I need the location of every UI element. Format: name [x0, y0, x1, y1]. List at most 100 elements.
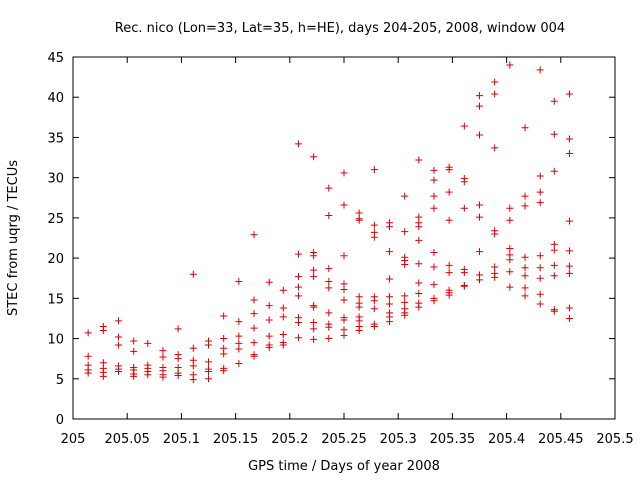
data-point — [522, 202, 529, 209]
data-point — [430, 205, 437, 212]
x-tick-label: 205.25 — [321, 432, 367, 447]
data-point — [266, 279, 273, 286]
data-point — [266, 317, 273, 324]
data-point — [566, 150, 573, 157]
data-point — [522, 272, 529, 279]
data-point — [551, 131, 558, 138]
data-point — [506, 268, 513, 275]
data-point — [430, 263, 437, 270]
data-point — [341, 286, 348, 293]
data-point — [251, 310, 258, 317]
data-point — [386, 293, 393, 300]
data-point — [115, 341, 122, 348]
data-point — [537, 264, 544, 271]
data-point — [476, 248, 483, 255]
x-tick-label: 205.2 — [271, 432, 308, 447]
data-point — [280, 287, 287, 294]
data-point — [295, 284, 302, 291]
data-point — [251, 339, 258, 346]
data-point — [537, 291, 544, 298]
data-point — [386, 300, 393, 307]
data-point — [310, 153, 317, 160]
data-point — [537, 275, 544, 282]
data-point — [190, 345, 197, 352]
y-tick-label: 10 — [47, 333, 64, 348]
data-point — [566, 136, 573, 143]
data-point — [310, 252, 317, 259]
data-point — [522, 254, 529, 261]
data-point — [325, 278, 332, 285]
data-point — [100, 373, 107, 380]
y-tick-label: 35 — [47, 131, 64, 146]
data-point — [235, 318, 242, 325]
data-point — [130, 348, 137, 355]
data-point — [461, 123, 468, 130]
data-point — [461, 205, 468, 212]
data-point — [310, 325, 317, 332]
data-point — [537, 66, 544, 73]
data-point — [491, 230, 498, 237]
y-axis-label: STEC from uqrg / TECUs — [6, 160, 21, 316]
data-point — [566, 247, 573, 254]
data-point — [491, 91, 498, 98]
data-point — [205, 358, 212, 365]
data-point — [115, 333, 122, 340]
data-point — [280, 331, 287, 338]
data-point — [190, 376, 197, 383]
data-point — [537, 252, 544, 259]
data-point — [220, 313, 227, 320]
data-point — [144, 371, 151, 378]
data-point — [310, 336, 317, 343]
data-point — [415, 223, 422, 230]
data-point — [566, 91, 573, 98]
data-point — [430, 177, 437, 184]
x-tick-label: 205.1 — [163, 432, 200, 447]
data-point — [325, 265, 332, 272]
data-point — [341, 332, 348, 339]
data-point — [325, 185, 332, 192]
data-point — [566, 304, 573, 311]
data-point — [551, 272, 558, 279]
data-point — [310, 273, 317, 280]
data-point — [506, 62, 513, 69]
data-point — [295, 251, 302, 258]
data-point — [205, 341, 212, 348]
data-point — [341, 296, 348, 303]
y-tick-label: 45 — [47, 51, 64, 66]
data-points — [85, 62, 573, 384]
x-tick-label: 205.5 — [596, 432, 633, 447]
data-point — [461, 178, 468, 185]
data-point — [415, 156, 422, 163]
data-point — [386, 276, 393, 283]
data-point — [430, 193, 437, 200]
data-point — [371, 305, 378, 312]
data-point — [537, 189, 544, 196]
data-point — [220, 350, 227, 357]
y-tick-label: 15 — [47, 292, 64, 307]
data-point — [85, 353, 92, 360]
data-point — [325, 324, 332, 331]
data-point — [401, 193, 408, 200]
data-point — [371, 166, 378, 173]
data-point — [537, 199, 544, 206]
data-point — [522, 284, 529, 291]
data-point — [476, 276, 483, 283]
data-point — [430, 249, 437, 256]
data-point — [491, 263, 498, 270]
data-point — [175, 325, 182, 332]
y-tick-label: 25 — [47, 212, 64, 227]
x-tick-label: 205.15 — [213, 432, 259, 447]
x-tick-label: 205.3 — [380, 432, 417, 447]
data-point — [85, 329, 92, 336]
data-point — [506, 284, 513, 291]
data-point — [295, 319, 302, 326]
data-point — [551, 98, 558, 105]
data-point — [356, 327, 363, 334]
data-point — [356, 217, 363, 224]
data-point — [461, 269, 468, 276]
plot-frame — [73, 57, 615, 419]
data-point — [401, 261, 408, 268]
data-point — [175, 355, 182, 362]
data-point — [415, 304, 422, 311]
data-point — [446, 262, 453, 269]
